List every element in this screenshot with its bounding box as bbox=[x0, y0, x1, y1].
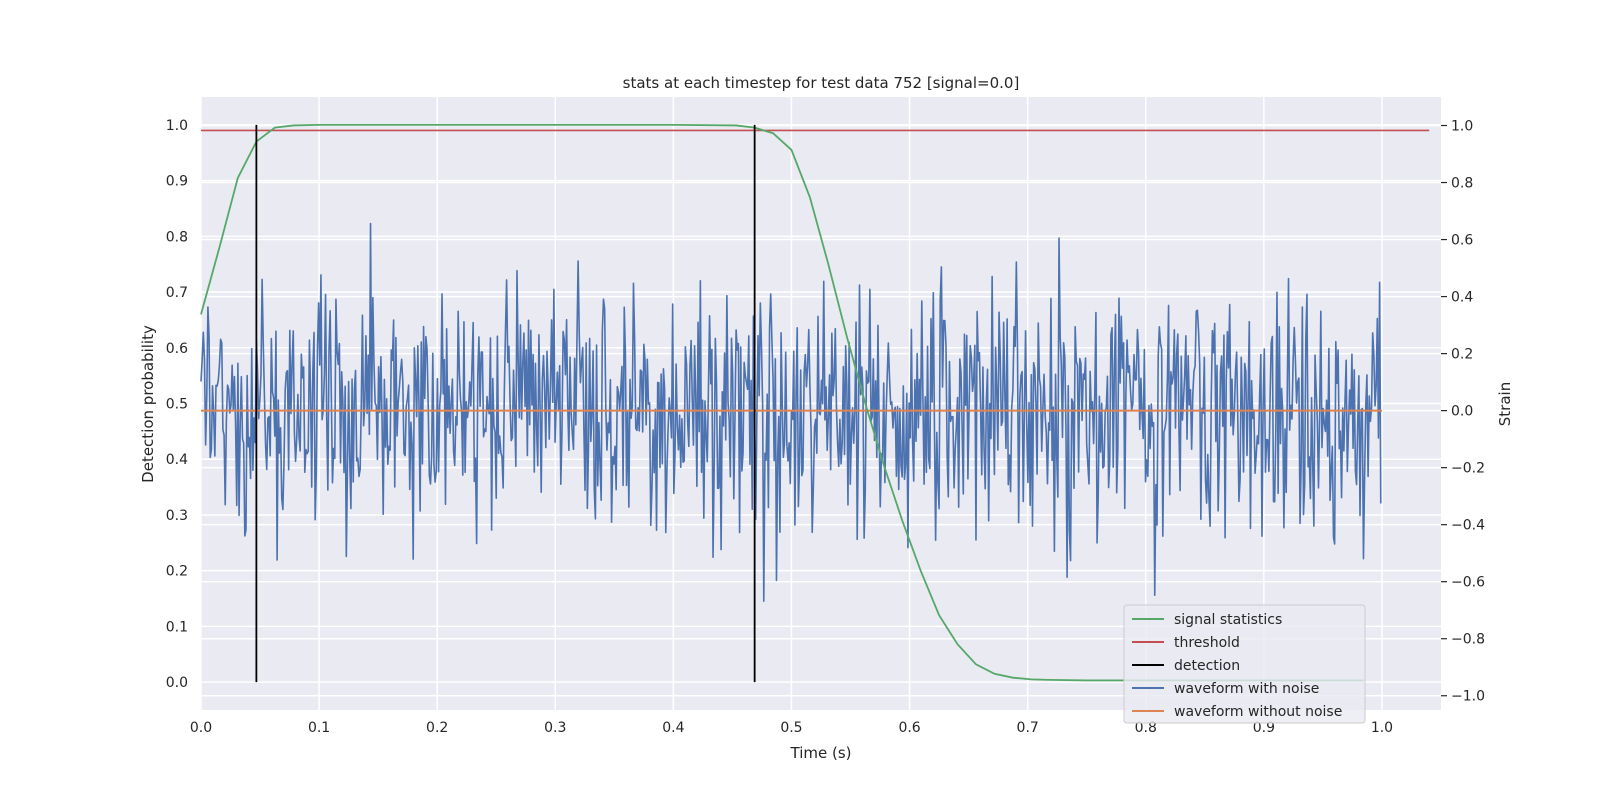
series-waveform-with-noise bbox=[200, 222, 1382, 602]
y-left-tick-label: 0.6 bbox=[166, 341, 188, 357]
y-left-tick-label: 0.2 bbox=[166, 564, 188, 580]
x-axis-label: Time (s) bbox=[790, 744, 852, 762]
y-right-tick-label: 0.2 bbox=[1451, 347, 1473, 363]
legend-label: threshold bbox=[1174, 635, 1240, 651]
x-tick-label: 0.5 bbox=[780, 720, 802, 736]
x-tick-label: 0.3 bbox=[544, 720, 566, 736]
y-right-tick-label: −0.2 bbox=[1451, 461, 1485, 477]
y-axis-label-left: Detection probability bbox=[139, 325, 157, 483]
x-tick-label: 0.2 bbox=[426, 720, 448, 736]
y-right-tick-label: 0.0 bbox=[1451, 404, 1473, 420]
legend-label: detection bbox=[1174, 658, 1240, 674]
x-tick-label: 0.7 bbox=[1017, 720, 1039, 736]
y-left-tick-label: 0.5 bbox=[166, 397, 188, 413]
x-tick-label: 0.0 bbox=[190, 720, 212, 736]
y-right-tick-label: 0.6 bbox=[1451, 233, 1473, 249]
y-right-tick-label: −0.4 bbox=[1451, 518, 1485, 534]
y-left-tick-label: 0.4 bbox=[166, 452, 188, 468]
y-left-tick-label: 0.0 bbox=[166, 675, 188, 691]
y-left-tick-label: 0.9 bbox=[166, 174, 188, 190]
series-signal-statistics bbox=[200, 123, 1364, 682]
y-axis-label-right: Strain bbox=[1496, 382, 1514, 426]
series-layer bbox=[200, 123, 1430, 683]
legend-label: signal statistics bbox=[1174, 612, 1282, 628]
y-left-tick-label: 1.0 bbox=[166, 118, 188, 134]
y-left-tick-label: 0.8 bbox=[166, 229, 188, 245]
y-right-tick-label: −0.8 bbox=[1451, 632, 1485, 648]
x-tick-label: 0.9 bbox=[1253, 720, 1275, 736]
x-tick-label: 1.0 bbox=[1371, 720, 1393, 736]
legend-box bbox=[1123, 604, 1366, 724]
y-left-tick-label: 0.3 bbox=[166, 508, 188, 524]
y-right-tick-label: 0.8 bbox=[1451, 176, 1473, 192]
y-right-tick-label: 0.4 bbox=[1451, 290, 1473, 306]
x-tick-label: 0.4 bbox=[662, 720, 684, 736]
y-left-tick-label: 0.1 bbox=[166, 619, 188, 635]
legend-label: waveform with noise bbox=[1174, 681, 1319, 697]
tick-labels: 0.0 0.1 0.2 0.3 0.4 0.5 0.6 0.7 0.8 0.9 1.0 0.0 0.1 0… bbox=[166, 118, 1485, 736]
legend: signal statistics threshold detection wavef… bbox=[1123, 604, 1366, 724]
legend-label: waveform without noise bbox=[1174, 704, 1342, 720]
y-left-tick-label: 0.7 bbox=[166, 285, 188, 301]
y-right-tick-label: 1.0 bbox=[1451, 119, 1473, 135]
y-right-tick-label: −1.0 bbox=[1451, 689, 1485, 705]
chart-title: stats at each timestep for test data 752… bbox=[623, 74, 1020, 92]
x-tick-label: 0.8 bbox=[1135, 720, 1157, 736]
x-tick-label: 0.6 bbox=[898, 720, 920, 736]
y-right-tick-label: −0.6 bbox=[1451, 575, 1485, 591]
x-tick-label: 0.1 bbox=[308, 720, 330, 736]
